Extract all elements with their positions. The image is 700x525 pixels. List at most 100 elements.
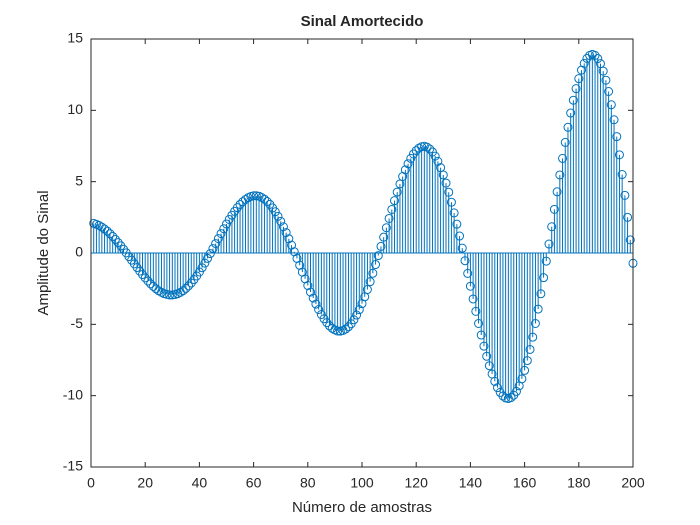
stem-marker [373,251,383,261]
stem-marker [574,74,584,84]
stem-marker [140,273,150,283]
stem-marker [620,190,630,200]
stem-marker [284,234,294,244]
stem-marker [205,249,215,259]
stem-marker [184,281,194,291]
stem-marker [539,273,549,283]
stem-marker [558,153,568,163]
x-tick-label: 20 [137,475,153,491]
x-tick-label: 40 [192,475,208,491]
stem-marker [425,144,435,154]
y-axis-label: Amplitude do Sinal [35,190,52,315]
x-tick-label: 60 [246,475,262,491]
stem-marker [148,281,158,291]
stem-marker [441,178,451,188]
stem-marker [549,204,559,214]
stem-marker [400,165,410,175]
stem-marker [222,219,231,229]
stem-marker [471,306,481,316]
stem-marker [452,219,462,229]
stem-marker [108,231,118,241]
stem-marker [563,122,573,132]
stem-marker [617,170,627,180]
y-tick-label: 0 [75,244,83,260]
stem-marker [390,196,400,206]
stem-marker [349,315,359,325]
stem-marker [146,279,156,289]
stem-marker [113,238,123,248]
stem-marker [444,187,454,197]
stem-marker [579,58,589,68]
x-axis-label: Número de amostras [292,499,432,516]
stem-marker [533,304,543,314]
plot-frame [90,38,634,468]
stem-marker [379,232,389,242]
stem-marker [449,208,459,218]
stem-marker [465,281,475,291]
stem-marker [457,243,467,253]
stem-marker [384,213,394,223]
stem-marker [541,256,551,266]
stem-marker [517,374,527,384]
stem-marker [368,268,378,278]
stem-marker [203,253,213,263]
stem-marker [590,50,600,60]
stem-marker [528,332,538,342]
stem-marker [430,151,440,161]
stem-marker [341,324,351,334]
stem-marker [314,304,324,314]
stem-marker [522,356,532,366]
stem-marker [506,393,516,403]
stem-marker [308,293,318,303]
stem-marker [110,234,120,244]
stem-marker [593,54,603,64]
stem-marker [278,222,288,232]
x-tick-label: 80 [300,475,316,491]
stem-marker [232,203,242,213]
stem-marker [105,229,115,239]
stem-marker [322,318,332,328]
x-tick-label: 120 [405,475,429,491]
stem-marker [598,66,608,76]
stem-marker [511,386,521,396]
stem-marker [623,212,633,222]
stem-marker [560,137,570,147]
stem-marker [197,263,207,273]
stem-marker [490,376,500,386]
chart-title: Sinal Amortecido [301,13,424,30]
stem-marker [601,75,611,85]
stem-marker [306,287,316,297]
x-tick-label: 140 [459,475,483,491]
stem-marker [343,322,353,332]
stem-marker [493,383,502,393]
stem-marker [612,132,622,142]
stem-marker [371,260,381,270]
stem-marker [552,187,562,197]
stem-marker [273,211,283,221]
stem-marker [484,361,494,371]
stem-marker [525,344,535,354]
stem-marker [102,226,112,236]
stem-marker [262,196,272,206]
stem-marker [433,156,443,166]
stem-marker [403,159,413,169]
stem-marker [520,365,530,375]
stem-marker [200,258,210,268]
stem-marker [422,142,432,152]
stem-marker [219,224,229,234]
stem-marker [530,318,540,328]
stem-marker [143,276,153,286]
stem-marker [566,108,576,118]
stem-marker [240,195,250,204]
stem-marker [137,270,147,280]
stem-marker [609,115,619,125]
y-tick-label: 10 [67,101,83,117]
y-tick-label: 15 [67,30,83,46]
stem-marker [547,222,557,232]
stem-marker [438,170,448,180]
stem-marker [446,197,456,207]
stem-marker [468,294,478,304]
stem-marker [544,239,554,249]
stem-marker [333,326,343,336]
